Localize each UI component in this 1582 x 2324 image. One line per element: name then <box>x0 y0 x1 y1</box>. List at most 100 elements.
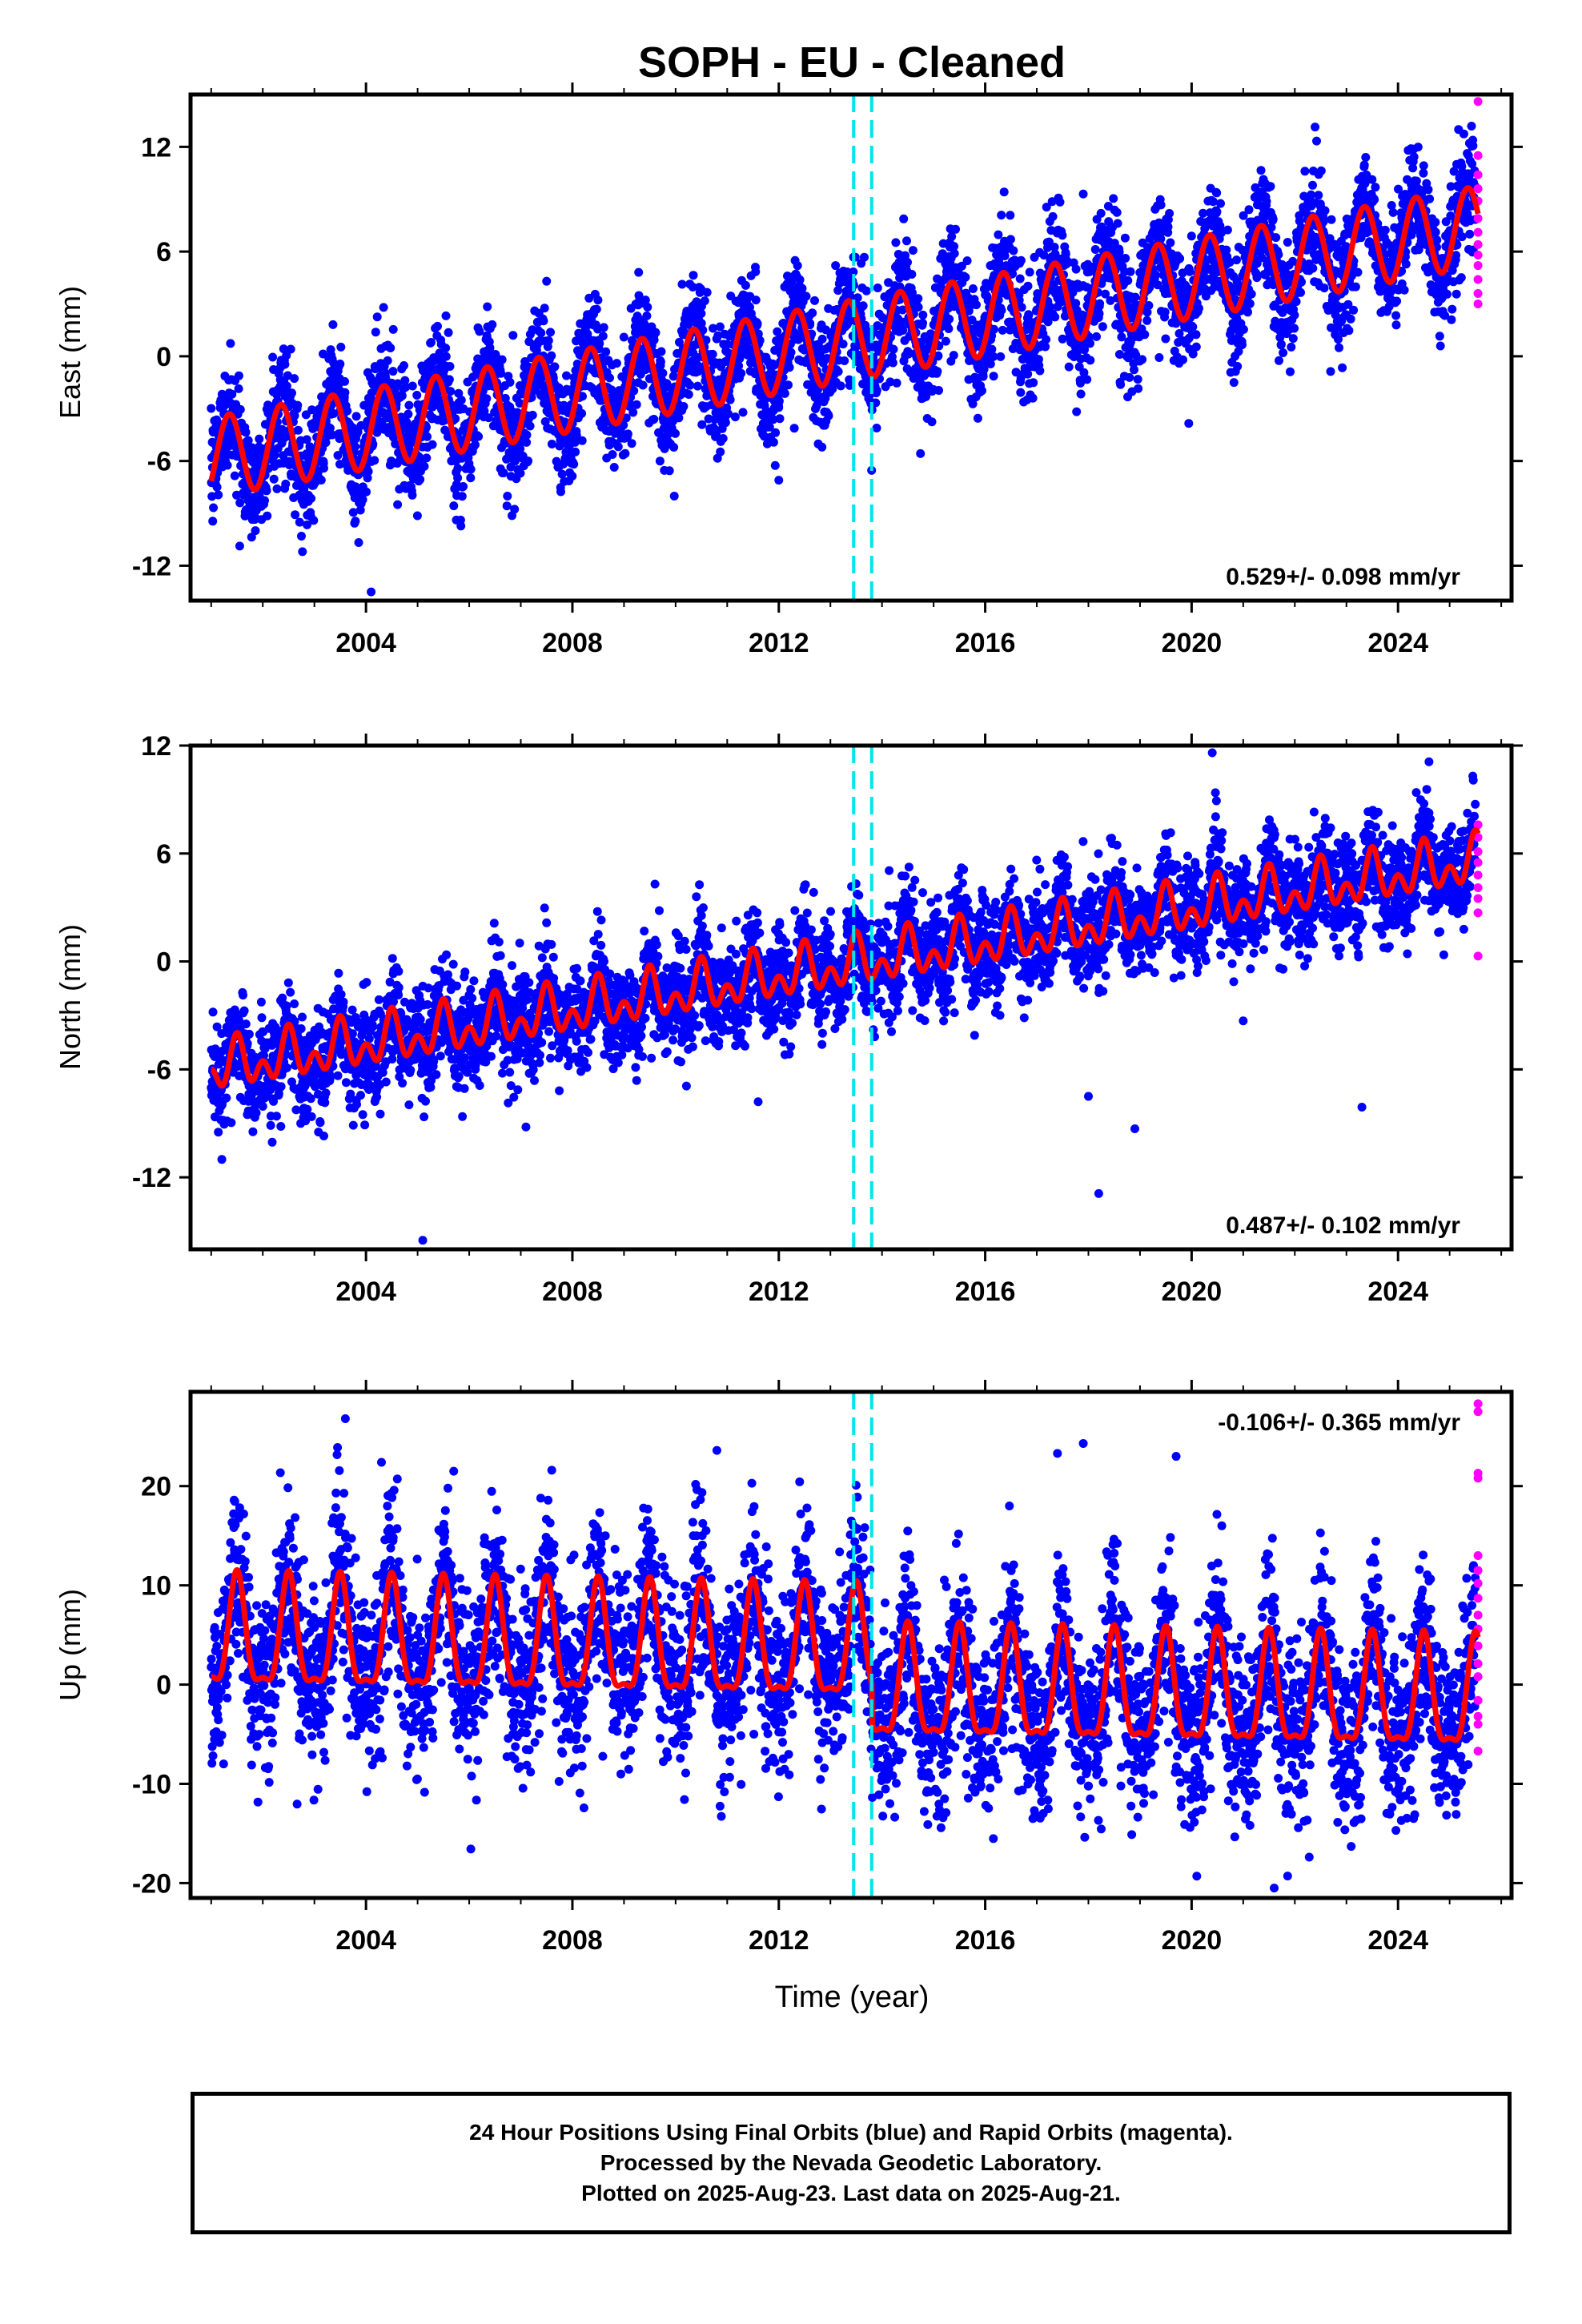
final-orbit-point <box>638 380 648 390</box>
final-orbit-point <box>1126 267 1135 276</box>
final-orbit-point <box>1431 227 1440 237</box>
final-orbit-point <box>916 448 926 458</box>
final-orbit-point <box>1133 375 1142 384</box>
final-orbit-point <box>1314 191 1323 200</box>
final-orbit-point <box>247 533 256 542</box>
final-orbit-point <box>290 411 299 420</box>
final-orbit-point <box>577 408 587 418</box>
final-orbit-point <box>309 516 319 525</box>
final-orbit-point <box>1233 362 1243 371</box>
final-orbit-point <box>351 412 361 421</box>
final-orbit-point <box>420 461 429 471</box>
final-orbit-point <box>282 381 291 391</box>
final-orbit-point <box>400 361 408 370</box>
final-orbit-point <box>475 327 484 336</box>
final-orbit-point <box>1276 340 1286 349</box>
final-orbit-point <box>1401 259 1411 269</box>
final-orbit-point <box>771 428 781 437</box>
final-orbit-point <box>412 391 422 400</box>
final-orbit-point <box>831 261 841 271</box>
final-orbit-point <box>1006 235 1015 244</box>
final-orbit-point <box>1029 378 1038 388</box>
final-orbit-point <box>934 386 943 395</box>
final-orbit-point <box>775 414 785 424</box>
final-orbit-point <box>550 362 560 372</box>
final-orbit-point <box>689 271 698 280</box>
final-orbit-point <box>892 378 901 388</box>
final-orbit-point <box>547 440 556 448</box>
final-orbit-point <box>321 438 331 448</box>
final-orbit-point <box>1457 232 1467 242</box>
final-orbit-point <box>1042 335 1051 344</box>
final-orbit-point <box>367 587 376 597</box>
final-orbit-point <box>1288 334 1298 344</box>
final-orbit-point <box>302 435 311 444</box>
final-orbit-point <box>1443 289 1452 299</box>
final-orbit-point <box>1423 185 1433 195</box>
final-orbit-point <box>1279 348 1288 357</box>
final-orbit-point <box>1212 188 1222 198</box>
final-orbit-point <box>283 371 292 380</box>
final-orbit-point <box>348 508 358 517</box>
final-orbit-point <box>471 440 480 449</box>
final-orbit-point <box>446 387 456 396</box>
final-orbit-point <box>1112 207 1122 217</box>
final-orbit-point <box>433 321 442 331</box>
final-orbit-point <box>1296 287 1305 297</box>
final-orbit-point <box>1121 254 1130 263</box>
final-orbit-point <box>243 436 253 445</box>
final-orbit-point <box>223 460 232 470</box>
final-orbit-point <box>949 351 958 360</box>
final-orbit-point <box>1055 197 1065 207</box>
final-orbit-point <box>793 261 802 271</box>
final-orbit-point <box>889 344 898 354</box>
final-orbit-point <box>1048 211 1058 221</box>
final-orbit-point <box>649 336 659 344</box>
final-orbit-point <box>1071 264 1081 274</box>
final-orbit-point <box>546 328 555 337</box>
final-orbit-point <box>556 487 565 497</box>
final-orbit-point <box>902 236 911 246</box>
final-orbit-point <box>891 238 901 247</box>
final-orbit-point <box>751 296 761 305</box>
final-orbit-point <box>540 304 549 313</box>
final-orbit-point <box>1467 122 1476 131</box>
final-orbit-point <box>941 336 950 346</box>
final-orbit-point <box>1134 384 1143 393</box>
final-orbit-point <box>1216 199 1225 208</box>
final-orbit-point <box>1447 315 1456 324</box>
final-orbit-point <box>287 388 296 398</box>
final-orbit-point <box>927 417 937 427</box>
final-orbit-point <box>1086 356 1095 365</box>
final-orbit-point <box>351 442 360 452</box>
final-orbit-point <box>388 367 398 376</box>
final-orbit-point <box>235 498 245 508</box>
final-orbit-point <box>412 511 422 521</box>
final-orbit-point <box>1016 388 1026 397</box>
final-orbit-point <box>718 434 728 443</box>
final-orbit-point <box>721 418 730 428</box>
final-orbit-point <box>627 439 636 448</box>
final-orbit-point <box>1025 267 1034 277</box>
final-orbit-point <box>235 541 244 551</box>
final-orbit-point <box>872 386 881 396</box>
final-orbit-point <box>634 267 644 277</box>
final-orbit-point <box>340 388 350 397</box>
final-orbit-point <box>944 324 954 333</box>
final-orbit-point <box>262 486 271 496</box>
final-orbit-point <box>1268 215 1278 224</box>
final-orbit-point <box>505 377 515 387</box>
final-orbit-point <box>539 316 548 326</box>
final-orbit-point <box>1028 393 1038 403</box>
final-orbit-point <box>485 343 495 352</box>
final-orbit-point <box>393 379 403 388</box>
final-orbit-point <box>613 442 623 452</box>
final-orbit-point <box>903 258 912 267</box>
final-orbit-point <box>503 492 512 501</box>
final-orbit-point <box>1086 339 1094 348</box>
rapid-orbit-point <box>1473 151 1483 160</box>
final-orbit-point <box>888 358 897 368</box>
final-orbit-point <box>1094 309 1104 319</box>
final-orbit-point <box>371 328 380 337</box>
final-orbit-point <box>1232 255 1241 265</box>
